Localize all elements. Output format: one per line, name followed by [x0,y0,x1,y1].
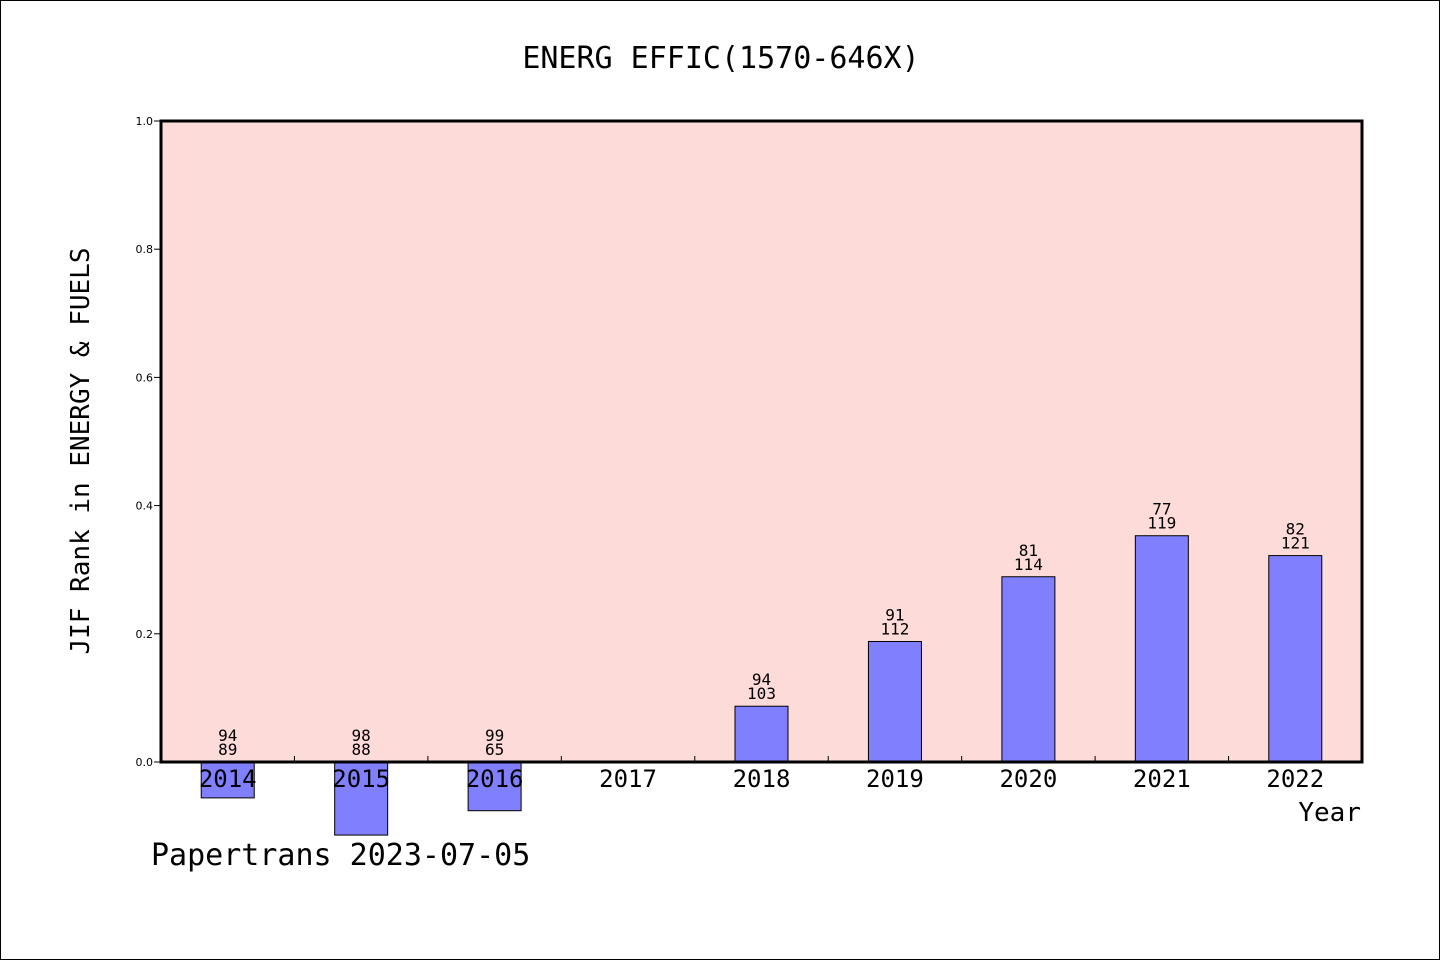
bar [467,761,522,812]
bar-label-top: 91 [885,605,904,624]
x-tick-label: 2014 [199,765,257,793]
bar-label-top: 98 [352,726,371,745]
bar-label-bottom: 103 [747,684,776,703]
chart-title: ENERG EFFIC(1570-646X) [522,41,919,76]
bar-label-top: 81 [1019,541,1038,560]
bar-label-bottom: 88 [352,740,371,759]
x-tick-label: 2020 [999,765,1057,793]
x-tick-label: 2022 [1266,765,1324,793]
bar-label-bottom: 112 [880,619,909,638]
bar-label-bottom: 114 [1014,555,1043,574]
x-axis-ticks: 2014 2015 2016 2017 2018 2019 2020 2021 2022 [199,756,1324,793]
bars-layer [200,535,1323,836]
x-tick-label: 2021 [1133,765,1191,793]
bar-label-top: 82 [1286,520,1305,539]
y-tick-label: 0.0 [136,756,154,769]
plot-border [159,119,1364,764]
bar-label-top: 94 [752,670,771,689]
x-tick-label: 2016 [466,765,524,793]
y-tick-label: 0.6 [136,371,154,384]
bar [1134,535,1189,763]
watermark-text: Papertrans 2023-07-05 [151,838,530,873]
bar-label-top: 99 [485,726,504,745]
bar-label-bottom: 89 [218,740,237,759]
y-axis-ticks: 0.0 0.2 0.4 0.6 0.8 1.0 [136,115,161,769]
x-tick-label: 2017 [599,765,657,793]
bar [1268,555,1323,763]
y-axis-label: JIF Rank in ENERGY & FUELS [66,248,96,655]
y-tick-label: 1.0 [136,115,154,128]
bar-label-bottom: 119 [1147,514,1176,533]
x-tick-label: 2019 [866,765,924,793]
x-tick-label: 2018 [733,765,791,793]
y-tick-label: 0.4 [136,500,154,513]
x-tick-label: 2015 [332,765,390,793]
bar [867,640,922,763]
bar-label-top: 94 [218,726,237,745]
y-tick-label: 0.8 [136,243,154,256]
bar-label-bottom: 65 [485,740,504,759]
bar-label-bottom: 121 [1281,534,1310,553]
bar [734,705,789,763]
x-axis-label: Year [1298,798,1361,828]
y-tick-label: 0.2 [136,628,154,641]
bar-label-top: 77 [1152,500,1171,519]
bar [1001,576,1056,763]
bar [200,761,255,799]
